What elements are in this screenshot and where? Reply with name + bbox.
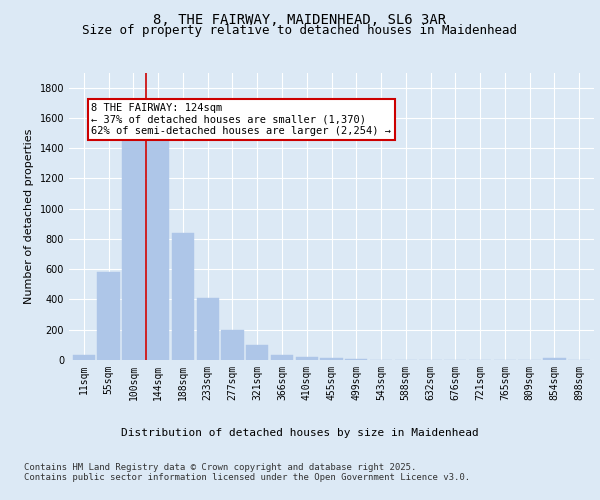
Text: Distribution of detached houses by size in Maidenhead: Distribution of detached houses by size … [121,428,479,438]
Bar [147,138,169,360]
Text: 8, THE FAIRWAY, MAIDENHEAD, SL6 3AR: 8, THE FAIRWAY, MAIDENHEAD, SL6 3AR [154,12,446,26]
Bar [172,233,194,360]
Bar [221,330,244,360]
Text: 8 THE FAIRWAY: 124sqm
← 37% of detached houses are smaller (1,370)
62% of semi-d: 8 THE FAIRWAY: 124sqm ← 37% of detached … [91,103,391,136]
Bar [73,356,95,360]
Bar [345,359,367,360]
Bar [246,345,268,360]
Bar [197,298,219,360]
Bar [97,272,120,360]
Bar [543,358,566,360]
Text: Size of property relative to detached houses in Maidenhead: Size of property relative to detached ho… [83,24,517,37]
Bar [296,357,318,360]
Bar [320,358,343,360]
Bar [271,354,293,360]
Bar [122,138,145,360]
Y-axis label: Number of detached properties: Number of detached properties [24,128,34,304]
Text: Contains HM Land Registry data © Crown copyright and database right 2025.
Contai: Contains HM Land Registry data © Crown c… [24,462,470,482]
